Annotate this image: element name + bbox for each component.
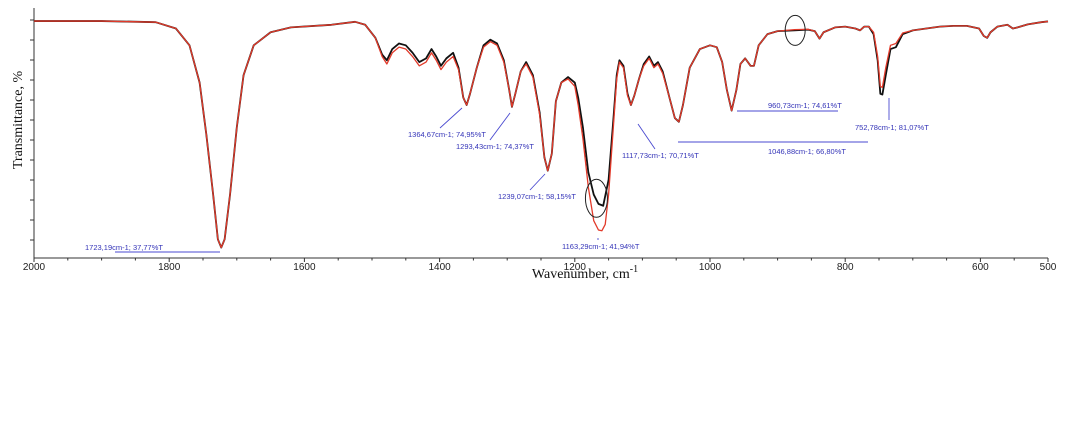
x-axis-title-text: Wavenumber, cm [532,267,630,282]
x-tick-label: 1000 [699,262,722,273]
highlight-circle-layer [584,14,806,218]
peak-leader-line [489,112,511,141]
peak-label: 1293,43cm-1; 74,37%T [456,142,534,151]
x-axis-ticks: 2000 1800 1600 1400 1200 1000 800 600 500 [23,258,1057,273]
peak-label: 1117,73cm-1; 70,71%T [622,151,699,160]
peak-label: 960,73cm-1; 74,61%T [768,101,842,110]
peak-label: 1046,88cm-1; 66,80%T [768,147,846,156]
x-tick-label: 1800 [158,262,181,273]
peak-leader-line [439,107,463,129]
peak-label: 1163,29cm-1; 41,94%T [562,242,640,251]
peak-label: 1723,19cm-1; 37,77%T [85,243,163,252]
x-tick-label: 1600 [293,262,316,273]
highlight-circle [584,178,608,218]
x-axis-title: Wavenumber, cm-1 [532,264,638,282]
spectrum-line-1 [34,20,1049,249]
x-tick-label: 600 [972,262,989,273]
highlight-circle [784,14,806,46]
peak-label: 752,78cm-1; 81,07%T [855,123,929,132]
x-axis-title-superscript: -1 [630,264,638,275]
y-axis-title: Transmittance, % [11,71,26,170]
x-tick-label: 1200 [564,262,587,273]
y-axis-ticks [30,19,34,241]
x-tick-label: 500 [1040,262,1057,273]
x-tick-label: 800 [837,262,854,273]
series-layer [34,20,1049,249]
x-tick-label: 2000 [23,262,46,273]
peak-leader-line [637,123,656,150]
annotation-layer: 1723,19cm-1; 37,77%T 1364,67cm-1; 74,95%T… [85,98,929,253]
peak-leader-line [529,173,546,191]
x-tick-label: 1400 [428,262,451,273]
peak-label: 1239,07cm-1; 58,15%T [498,192,576,201]
spectrum-line-2 [34,20,1049,249]
peak-label: 1364,67cm-1; 74,95%T [408,130,486,139]
